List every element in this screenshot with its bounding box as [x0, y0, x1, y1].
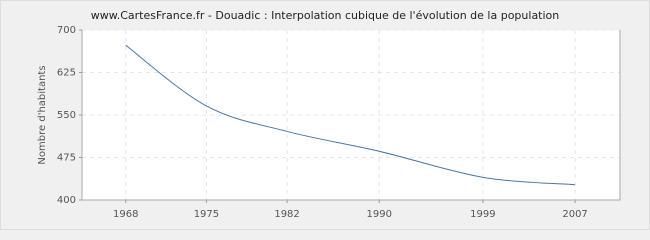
- y-axis-label: Nombre d'habitants: [37, 65, 48, 164]
- y-tick-label: 400: [57, 195, 76, 206]
- x-tick-label: 1975: [194, 209, 219, 220]
- x-tick-label: 1999: [470, 209, 495, 220]
- y-tick-label: 625: [57, 68, 76, 79]
- chart: www.CartesFrance.fr - Douadic : Interpol…: [0, 0, 650, 230]
- y-tick-label: 700: [57, 25, 76, 36]
- x-tick-label: 1990: [366, 209, 391, 220]
- chart-title: www.CartesFrance.fr - Douadic : Interpol…: [91, 9, 560, 22]
- y-tick-label: 475: [57, 153, 76, 164]
- x-tick-label: 1968: [113, 209, 138, 220]
- x-tick-label: 1982: [274, 209, 299, 220]
- axes: [81, 30, 621, 201]
- x-tick-label: 2007: [562, 209, 587, 220]
- y-tick-label: 550: [57, 110, 76, 121]
- line-series: [125, 44, 576, 186]
